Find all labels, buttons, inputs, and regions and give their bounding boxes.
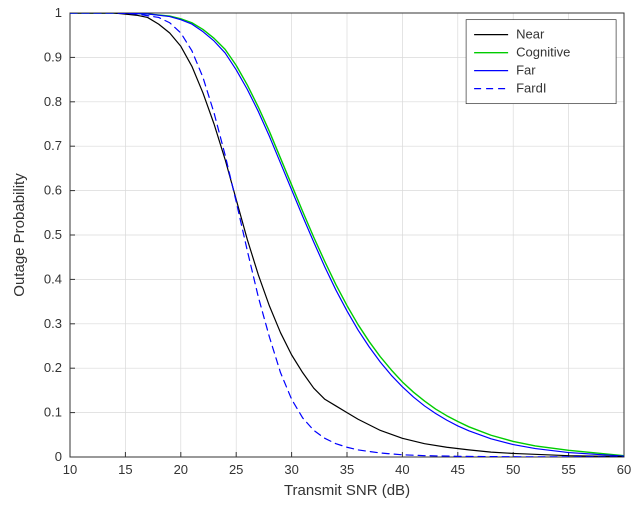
ytick-label: 0.7 <box>44 138 62 153</box>
legend-label-cognitive: Cognitive <box>516 45 570 60</box>
ytick-label: 0.1 <box>44 405 62 420</box>
ytick-label: 0.4 <box>44 271 62 286</box>
legend-label-far: Far <box>516 63 536 78</box>
xtick-label: 15 <box>118 462 132 477</box>
ytick-label: 0.6 <box>44 183 62 198</box>
xtick-label: 35 <box>340 462 354 477</box>
ytick-label: 0.2 <box>44 360 62 375</box>
outage-probability-chart: 10 15 20 25 30 35 40 45 50 55 60 0 0.1 0.2 0.3 0.4 0.5 0.… <box>0 0 641 507</box>
xtick-label: 45 <box>451 462 465 477</box>
y-axis-label: Outage Probability <box>11 173 28 297</box>
ytick-label: 0.9 <box>44 49 62 64</box>
xtick-label: 30 <box>284 462 298 477</box>
xtick-label: 60 <box>617 462 631 477</box>
chart-svg: 10 15 20 25 30 35 40 45 50 55 60 0 0.1 0.2 0.3 0.4 0.5 0.… <box>0 0 641 507</box>
xtick-label: 20 <box>174 462 188 477</box>
ytick-label: 0.3 <box>44 316 62 331</box>
xtick-label: 55 <box>561 462 575 477</box>
ytick-label: 1 <box>55 5 62 20</box>
xtick-label: 40 <box>395 462 409 477</box>
ytick-label: 0.5 <box>44 227 62 242</box>
xtick-label: 25 <box>229 462 243 477</box>
xtick-label: 10 <box>63 462 77 477</box>
xtick-label: 50 <box>506 462 520 477</box>
legend-label-fardl: FardI <box>516 81 546 96</box>
x-axis-label: Transmit SNR (dB) <box>284 482 410 499</box>
legend-label-near: Near <box>516 27 545 42</box>
ytick-label: 0 <box>55 449 62 464</box>
legend: Near Cognitive Far FardI <box>466 20 616 104</box>
ytick-label: 0.8 <box>44 94 62 109</box>
